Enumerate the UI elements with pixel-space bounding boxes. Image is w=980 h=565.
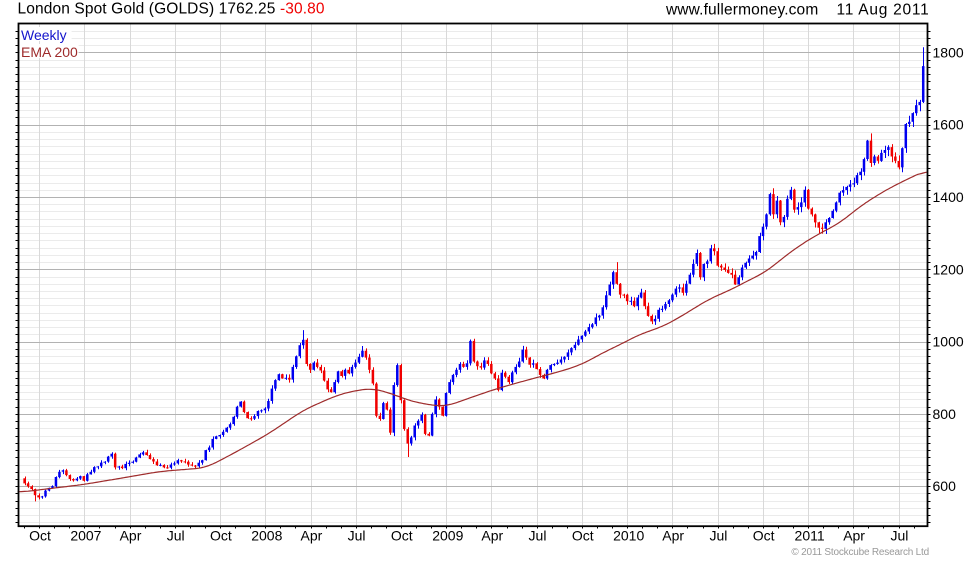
svg-text:2010: 2010 — [613, 528, 644, 544]
svg-text:Jul: Jul — [348, 528, 366, 544]
svg-text:800: 800 — [933, 406, 957, 422]
svg-text:EMA 200: EMA 200 — [21, 44, 78, 60]
svg-text:Apr: Apr — [662, 528, 684, 544]
svg-text:Jul: Jul — [709, 528, 727, 544]
svg-text:1800: 1800 — [933, 44, 964, 60]
svg-text:Oct: Oct — [391, 528, 413, 544]
svg-text:Jul: Jul — [529, 528, 547, 544]
svg-text:Oct: Oct — [753, 528, 775, 544]
svg-text:Oct: Oct — [210, 528, 232, 544]
svg-text:2007: 2007 — [70, 528, 101, 544]
svg-text:Oct: Oct — [29, 528, 51, 544]
svg-text:600: 600 — [933, 478, 957, 494]
svg-text:2009: 2009 — [432, 528, 463, 544]
svg-text:Apr: Apr — [120, 528, 142, 544]
svg-text:1400: 1400 — [933, 189, 964, 205]
svg-text:Oct: Oct — [572, 528, 594, 544]
svg-text:Jul: Jul — [167, 528, 185, 544]
svg-text:2008: 2008 — [251, 528, 282, 544]
svg-text:1000: 1000 — [933, 334, 964, 350]
svg-text:Weekly: Weekly — [21, 27, 67, 43]
svg-text:London Spot Gold (GOLDS) 1762.: London Spot Gold (GOLDS) 1762.25 -30.80 — [18, 1, 325, 18]
svg-text:Jul: Jul — [890, 528, 908, 544]
svg-text:www.fullermoney.com: www.fullermoney.com — [665, 2, 818, 19]
svg-text:Apr: Apr — [481, 528, 503, 544]
svg-text:11 Aug 2011: 11 Aug 2011 — [836, 2, 929, 19]
svg-text:1200: 1200 — [933, 261, 964, 277]
svg-text:1600: 1600 — [933, 117, 964, 133]
svg-text:Apr: Apr — [301, 528, 323, 544]
svg-text:© 2011 Stockcube Research Ltd: © 2011 Stockcube Research Ltd — [791, 547, 929, 558]
svg-text:2011: 2011 — [795, 528, 825, 544]
svg-text:Apr: Apr — [843, 528, 865, 544]
